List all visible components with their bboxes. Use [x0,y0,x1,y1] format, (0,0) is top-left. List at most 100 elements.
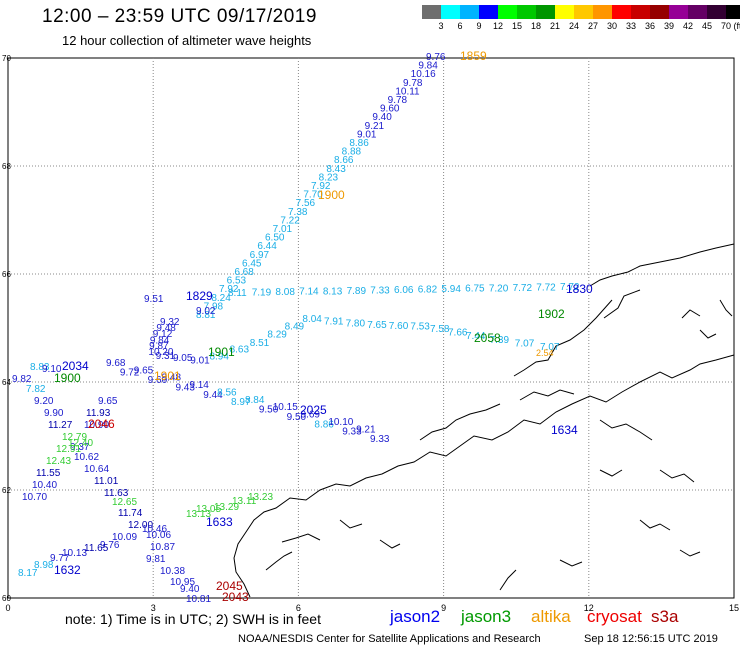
wave-height-label: 10.11 [395,86,420,97]
coastline-segment [599,419,653,441]
wave-height-label: 7.39 [490,335,510,346]
wave-height-label: 9.32 [160,317,180,328]
wave-height-label: 7.53 [410,322,430,333]
time-tag-s3a: 2045 [216,579,243,593]
wave-height-label: 10.62 [74,452,99,463]
wave-height-label: 8.97 [231,397,251,408]
wave-height-label: 11.65 [84,543,109,554]
wave-height-label: 9.60 [380,104,400,115]
wave-height-label: 10.06 [146,530,171,541]
wave-height-label: 11.63 [104,488,129,499]
wave-height-label: 9.72 [120,368,140,379]
wave-height-label: 9.44 [203,390,223,401]
colorbar-swatch [612,5,631,19]
colorbar-label: 15 [511,21,523,31]
wave-height-label: 9.05 [173,353,193,364]
colorbar-swatch [422,5,441,19]
time-tag-altika: 2.54 [536,348,554,358]
coastline-segment [513,299,613,377]
wave-height-label: 9.01 [190,355,210,366]
wave-height-label: 13.29 [214,502,239,513]
credit-text: NOAA/NESDIS Center for Satellite Applica… [238,633,541,645]
wave-height-label: 9.43 [175,382,195,393]
wave-height-label: 9.84 [418,61,438,72]
time-tag-cryosat: 2046 [88,417,115,431]
wave-height-label: 11.55 [36,468,61,479]
coastline-segment [639,519,671,531]
wave-height-label: 10.13 [62,548,87,559]
colorbar-label: 45 [701,21,713,31]
wave-height-label: 6.53 [227,276,247,287]
wave-height-label: 7.72 [536,282,556,293]
coastline-segment [681,309,701,319]
wave-height-label: 10.87 [150,542,175,553]
wave-height-label: 6.50 [265,233,285,244]
lat-tick-label: 60 [2,594,11,603]
wave-height-label: 13.23 [248,492,273,503]
wave-height-label: 5.94 [441,284,461,295]
wave-height-colorbar [422,5,740,19]
wave-height-label: 9.02 [196,306,216,317]
wave-height-label: 9.68 [106,358,126,369]
wave-height-label: 7.22 [280,215,300,226]
wave-height-label: 7.07 [540,342,560,353]
time-tag-altika: 1900 [318,188,345,202]
map-gridlines [8,58,734,598]
wave-height-label: 8.17 [18,568,38,579]
coastline-segment [699,329,717,339]
wave-height-label: 8.84 [245,395,265,406]
wave-height-label: 12.91 [56,444,81,455]
colorbar-label: 21 [549,21,561,31]
wave-height-label: 9.40 [372,112,392,123]
wave-height-label: 8.86 [314,419,334,430]
wave-height-label: 8.81 [196,310,216,321]
coastline-segment [339,519,363,529]
wave-height-label: 7.72 [513,283,533,294]
lat-tick-label: 62 [2,486,11,495]
wave-height-label: 7.89 [347,286,367,297]
wave-height-label: 10.15 [273,402,298,413]
wave-height-label: 7.60 [389,321,409,332]
legend-altika: altika [531,607,571,626]
wave-height-label: 9.12 [153,329,173,340]
wave-height-label: 11.01 [94,476,119,487]
time-tag-jason2: 1634 [551,423,578,437]
colorbar-label: 36 [644,21,656,31]
time-tag-jason3: 1901 [208,345,235,359]
wave-height-label: 7.72 [560,282,580,293]
wave-height-label: 8.11 [228,288,247,299]
wave-height-label: 7.07 [515,338,535,349]
colorbar-label: 9 [476,21,482,31]
legend-jason2: jason2 [390,607,441,626]
colorbar-label: 70 [720,21,732,31]
legend-cryosat: cryosat [587,607,642,626]
wave-height-label: 9.81 [146,554,166,565]
wave-height-label: 7.82 [26,384,46,395]
colorbar-swatch [498,5,517,19]
wave-height-label: 9.01 [357,129,377,140]
wave-height-labels: 9.769.8410.169.7810.119.789.609.409.219.… [12,49,593,605]
wave-height-label: 9.65 [134,365,154,376]
wave-height-label: 9.10 [42,364,62,375]
lat-tick-label: 66 [2,270,11,279]
wave-height-label: 12.43 [46,456,71,467]
colorbar-label: 3 [438,21,444,31]
wave-height-label: 9.21 [356,424,376,435]
map-subtitle: 12 hour collection of altimeter wave hei… [62,33,312,48]
wave-height-label: 7.19 [252,288,272,299]
wave-height-label: 8.56 [217,387,237,398]
colorbar-swatch [441,5,460,19]
wave-height-label: 7.56 [296,198,316,209]
time-tag-altika: 1901 [154,369,181,383]
wave-height-label: 9.90 [44,408,64,419]
colorbar-label: 42 [682,21,694,31]
coastline-segment [599,469,623,477]
time-tag-s3a: 2043 [222,590,249,604]
wave-height-label: 8.51 [250,338,270,349]
lon-tick-label: 0 [5,603,10,613]
legend-jason3: jason3 [461,607,512,626]
colorbar-label: 30 [606,21,618,31]
wave-height-label: 9.33 [370,434,390,445]
wave-height-label: 6.97 [250,250,270,261]
wave-height-label: 12.65 [112,497,137,508]
